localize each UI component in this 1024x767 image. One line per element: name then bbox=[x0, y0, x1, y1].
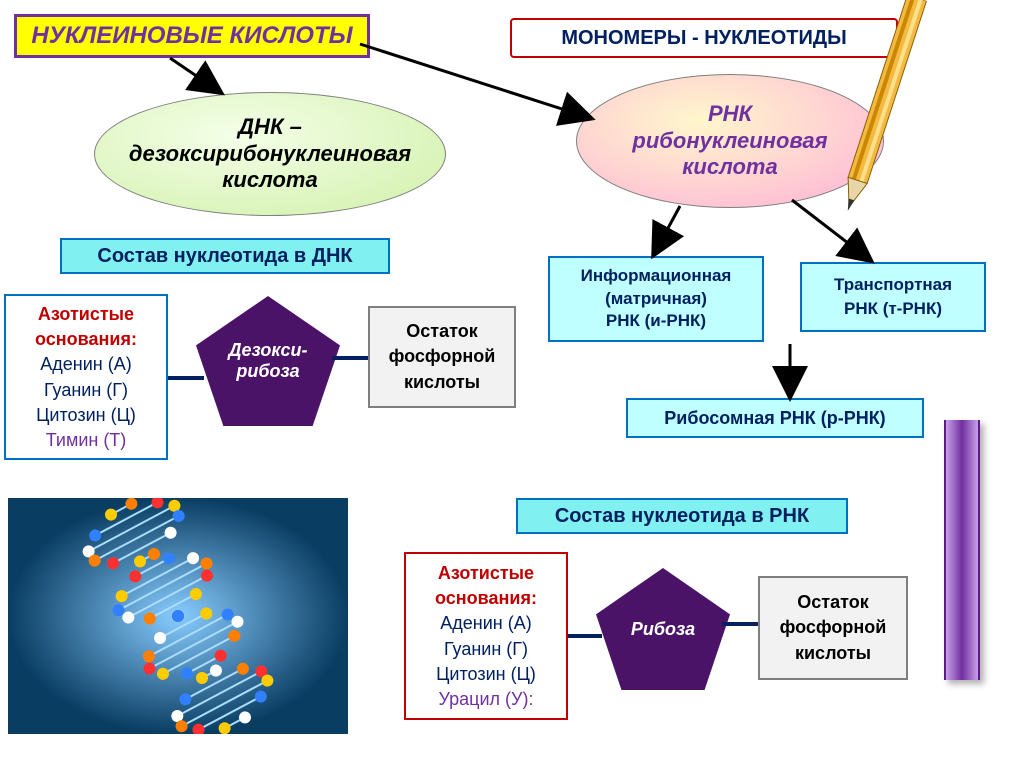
trnk-box: Транспортная РНК (т-РНК) bbox=[800, 262, 986, 332]
irnk-l1: Информационная bbox=[581, 265, 732, 288]
dnk-b2: Гуанин (Г) bbox=[44, 378, 128, 402]
phos-dnk-l1: Остаток bbox=[406, 319, 477, 344]
irnk-l3: РНК (и-РНК) bbox=[606, 310, 706, 333]
rnk-b1: Аденин (А) bbox=[440, 611, 531, 635]
dnk-line2: дезоксирибонуклеиновая bbox=[129, 141, 411, 167]
side-strip bbox=[944, 420, 980, 680]
rnk-b4: Урацил (У): bbox=[439, 687, 534, 711]
rnk-b2: Гуанин (Г) bbox=[444, 637, 528, 661]
pent-rnk-l1: Рибоза bbox=[631, 619, 695, 640]
pentagon-deoxyribose: Дезокси- рибоза bbox=[196, 296, 340, 426]
dnk-line1: ДНК – bbox=[238, 114, 302, 140]
pent-dnk-l1: Дезокси- bbox=[228, 340, 307, 361]
irnk-l2: (матричная) bbox=[605, 288, 707, 311]
phosphor-rnk-box: Остаток фосфорной кислоты bbox=[758, 576, 908, 680]
dnk-b3: Цитозин (Ц) bbox=[36, 403, 136, 427]
trnk-l1: Транспортная bbox=[834, 273, 952, 297]
phos-rnk-l1: Остаток bbox=[797, 590, 868, 615]
rnk-line3: кислота bbox=[682, 154, 777, 180]
rnk-composition-title: Состав нуклеотида в РНК bbox=[516, 498, 848, 534]
pentagon-ribose: Рибоза bbox=[596, 568, 730, 690]
dnk-bases-t1: Азотистые bbox=[38, 302, 134, 326]
phos-dnk-l3: кислоты bbox=[404, 370, 480, 395]
phos-dnk-l2: фосфорной bbox=[389, 344, 496, 369]
monomers-box: МОНОМЕРЫ - НУКЛЕОТИДЫ bbox=[510, 18, 898, 58]
rrnk-box: Рибосомная РНК (р-РНК) bbox=[626, 398, 924, 438]
dnk-b4: Тимин (Т) bbox=[46, 428, 127, 452]
rnk-bases-box: Азотистые основания: Аденин (А) Гуанин (… bbox=[404, 552, 568, 720]
dnk-line3: кислота bbox=[222, 167, 317, 193]
trnk-l2: РНК (т-РНК) bbox=[844, 297, 942, 321]
rnk-b3: Цитозин (Ц) bbox=[436, 662, 536, 686]
pent-dnk-l2: рибоза bbox=[228, 361, 307, 382]
dnk-composition-title: Состав нуклеотида в ДНК bbox=[60, 238, 390, 274]
rnk-line2: рибонуклеиновая bbox=[632, 128, 827, 154]
dna-helix-image bbox=[8, 498, 348, 734]
rnk-bases-t1: Азотистые bbox=[438, 561, 534, 585]
irnk-box: Информационная (матричная) РНК (и-РНК) bbox=[548, 256, 764, 342]
title-box: НУКЛЕИНОВЫЕ КИСЛОТЫ bbox=[14, 14, 370, 58]
rnk-bases-t2: основания: bbox=[435, 586, 537, 610]
dnk-ellipse: ДНК – дезоксирибонуклеиновая кислота bbox=[94, 92, 446, 216]
rnk-line1: РНК bbox=[708, 101, 752, 127]
phos-rnk-l2: фосфорной bbox=[780, 615, 887, 640]
dnk-bases-t2: основания: bbox=[35, 327, 137, 351]
dnk-bases-box: Азотистые основания: Аденин (А) Гуанин (… bbox=[4, 294, 168, 460]
phosphor-dnk-box: Остаток фосфорной кислоты bbox=[368, 306, 516, 408]
phos-rnk-l3: кислоты bbox=[795, 641, 871, 666]
dnk-b1: Аденин (А) bbox=[40, 352, 131, 376]
